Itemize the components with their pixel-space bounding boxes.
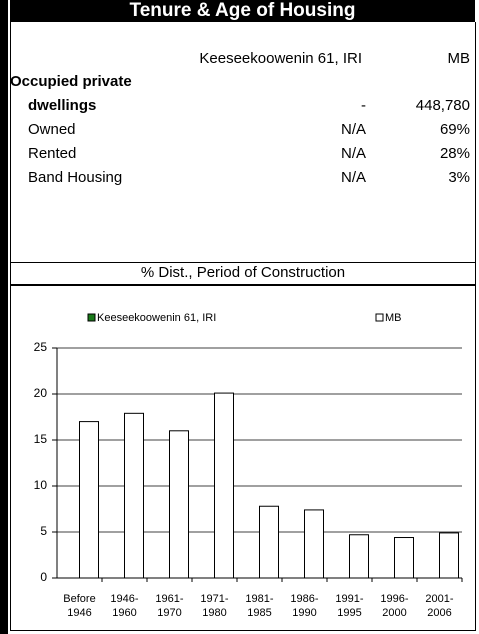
legend-label: MB: [385, 312, 402, 324]
row-label: Band Housing: [28, 169, 123, 186]
legend-label: Keeseekoowenin 61, IRI: [97, 312, 216, 324]
bar: [169, 430, 189, 579]
x-tick-label: 1986- 1990: [290, 593, 319, 619]
legend-swatch: [87, 313, 96, 322]
y-tick-label: 0: [40, 570, 47, 584]
x-tick-label: 1961- 1970: [155, 593, 184, 619]
row-label: dwellings: [28, 97, 97, 114]
chart-area: 0 5 10 15 20 25 Keeseekoowenin 61, IRI MB Befor…: [11, 286, 474, 630]
cell-value: N/A: [340, 169, 366, 186]
x-tick-label: Before 1946: [63, 593, 96, 619]
legend-swatch: [375, 313, 384, 322]
cell-value: N/A: [340, 145, 366, 162]
x-tick-label: 1991- 1995: [335, 593, 364, 619]
y-tick-label: 20: [34, 386, 48, 400]
y-tick-label: 15: [34, 432, 48, 446]
row-label: Occupied private: [10, 73, 132, 90]
column-header: Keeseekoowenin 61, IRI: [199, 50, 362, 67]
chart-box: [10, 285, 476, 631]
x-tick-label: 1971- 1980: [200, 593, 229, 619]
bar: [304, 509, 324, 579]
y-tick-label: 10: [34, 478, 48, 492]
bar: [349, 534, 369, 579]
left-stripe: [0, 0, 8, 634]
bar: [79, 421, 99, 579]
cell-value: N/A: [340, 121, 366, 138]
cell-value: 3%: [448, 169, 470, 186]
bar: [394, 537, 414, 579]
cell-value: 448,780: [415, 97, 470, 114]
x-tick-label: 1981- 1985: [245, 593, 274, 619]
bar: [124, 412, 144, 579]
column-header: MB: [447, 50, 471, 67]
cell-value: -: [361, 97, 366, 114]
bar: [259, 505, 279, 579]
x-tick-label: 1946- 1960: [110, 593, 139, 619]
title-bar: Tenure & Age of Housing: [10, 0, 475, 22]
cell-value: 69%: [439, 121, 470, 138]
x-tick-label: 2001- 2006: [425, 593, 454, 619]
x-tick-label: 1996- 2000: [380, 593, 409, 619]
row-label: Owned: [28, 121, 76, 138]
chart: 0 5 10 15 20 25 Keeseekoowenin 61, IRI MB: [34, 312, 463, 584]
bar: [439, 532, 459, 579]
table-box: [10, 22, 476, 263]
row-label: Rented: [28, 145, 77, 162]
y-tick-label: 5: [40, 524, 47, 538]
cell-value: 28%: [439, 145, 470, 162]
section-box: % Dist., Period of Construction: [10, 262, 476, 285]
y-tick-label: 25: [34, 340, 48, 354]
bar: [214, 392, 234, 579]
